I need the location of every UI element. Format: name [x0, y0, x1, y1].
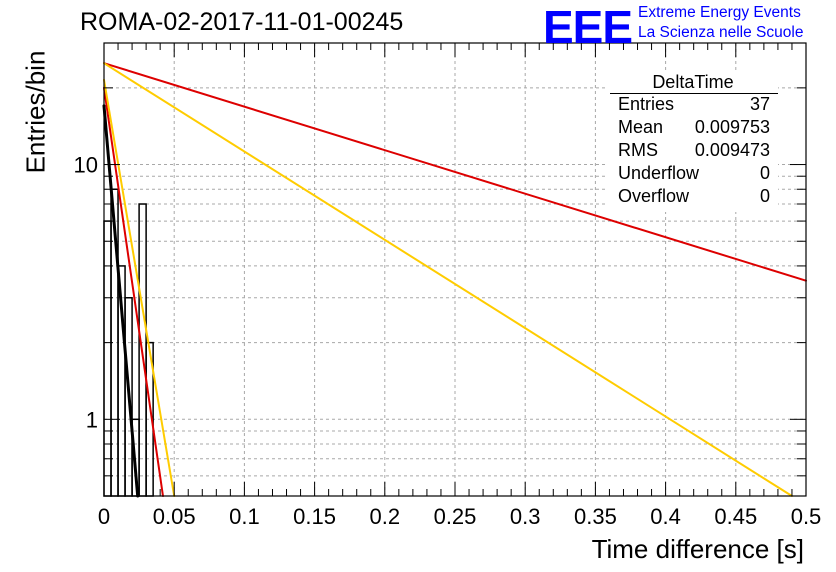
stats-box: DeltaTime Entries 37 Mean 0.009753 RMS 0…	[608, 72, 778, 212]
eee-logo: EEE	[543, 1, 633, 53]
y-tick-label: 10	[74, 153, 98, 178]
stats-value: 0	[759, 163, 770, 183]
fit-curve	[103, 86, 164, 497]
logo-line-1: Extreme Energy Events	[638, 4, 801, 21]
stats-label: Underflow	[618, 163, 700, 183]
stats-divider	[610, 93, 778, 94]
x-tick-label: 0.35	[574, 504, 617, 529]
x-tick-label: 0	[98, 504, 110, 529]
stats-label: Mean	[618, 117, 664, 137]
stats-value: 0	[759, 186, 770, 206]
x-tick-label: 0.2	[370, 504, 401, 529]
stats-label: Entries	[618, 94, 675, 114]
stats-value: 0.009753	[694, 117, 770, 137]
stats-value: 37	[749, 94, 770, 114]
plot-title: ROMA-02-2017-11-01-00245	[80, 8, 404, 36]
x-tick-label: 0.05	[153, 504, 196, 529]
stats-value: 0.009473	[694, 140, 770, 160]
x-tick-label: 0.45	[714, 504, 757, 529]
x-tick-label: 0.4	[650, 504, 681, 529]
stats-label: RMS	[618, 140, 658, 160]
histogram-bar	[103, 220, 112, 497]
fit-curve	[103, 78, 176, 497]
x-tick-label: 0.5	[791, 504, 822, 529]
x-tick-label: 0.3	[510, 504, 541, 529]
x-tick-label: 0.15	[293, 504, 336, 529]
y-axis-label: Entries/bin	[20, 50, 51, 174]
y-tick-label: 1	[86, 407, 98, 432]
x-tick-label: 0.25	[434, 504, 477, 529]
logo-line-2: La Scienza nelle Scuole	[638, 24, 804, 41]
stats-label: Overflow	[618, 186, 690, 206]
x-axis-label: Time difference [s]	[591, 534, 804, 564]
tick-labels: 0 0.05 0.1 0.15 0.2 0.25 0.3 0.35 0.4 0.45 0.5 1 10	[74, 153, 822, 529]
stats-title: DeltaTime	[652, 72, 734, 92]
fit-curve	[103, 62, 793, 497]
fit-curve	[103, 62, 807, 282]
x-tick-label: 0.1	[229, 504, 260, 529]
fit-curves	[102, 62, 807, 498]
fit-curve	[102, 104, 140, 498]
axis-ticks	[103, 43, 807, 496]
